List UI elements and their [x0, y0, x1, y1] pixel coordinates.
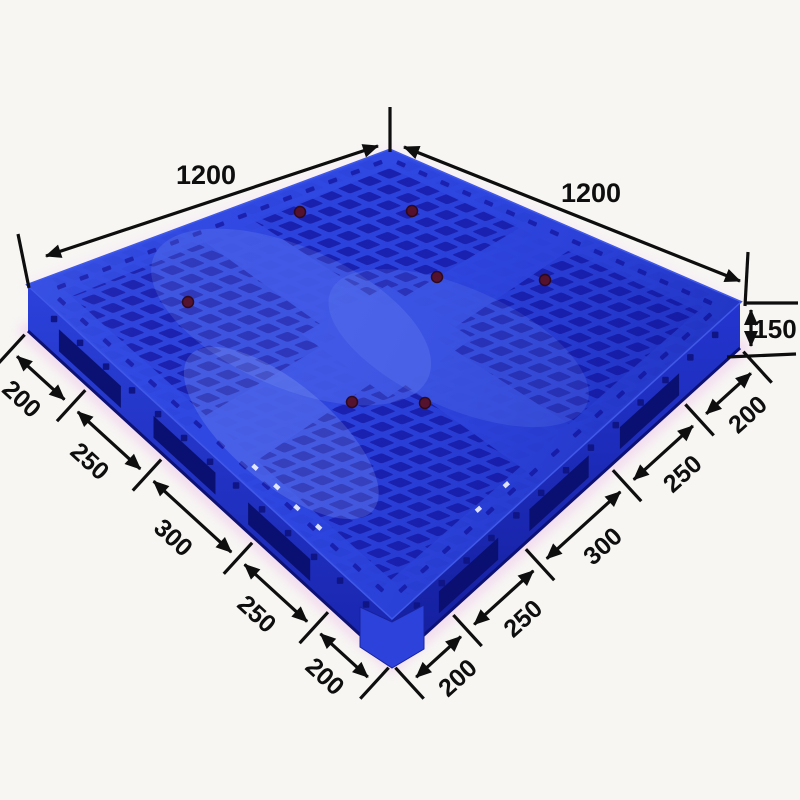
- dimension-tick: [55, 389, 87, 423]
- dimension-tick: [524, 548, 556, 582]
- dimension-arrow: [319, 632, 369, 679]
- wall-vent-hole: [310, 553, 318, 561]
- anti-slip-plug: [538, 273, 552, 287]
- wall-vent-hole: [562, 467, 570, 474]
- anti-slip-plug: [405, 204, 419, 218]
- wall-vent-hole: [336, 577, 344, 584]
- wall-vent-hole: [102, 363, 110, 370]
- wall-vent-hole: [612, 421, 620, 429]
- dimension-arrow: [473, 569, 535, 626]
- dimension-tick: [611, 469, 643, 503]
- wall-vent-hole: [154, 410, 162, 418]
- wall-vent-hole: [587, 444, 595, 451]
- dimension-tick: [742, 350, 773, 384]
- dim-label-height: 150: [753, 314, 796, 344]
- wall-vent-hole: [258, 506, 266, 513]
- wall-vent-hole: [488, 534, 495, 542]
- dimension-height: [726, 301, 798, 359]
- wall-vent-hole: [537, 489, 545, 497]
- fork-pocket: [248, 502, 311, 582]
- dimension-arrow: [243, 563, 309, 623]
- dim-label-top-right-length: 1200: [561, 178, 621, 208]
- dimension-arrow: [76, 410, 142, 471]
- wall-vent-hole: [711, 331, 719, 339]
- wall-vent-hole: [513, 512, 520, 519]
- dimension-labels: 1200 1200 150: [176, 160, 797, 344]
- wall-vent-hole: [284, 529, 292, 537]
- light-speck: [251, 463, 259, 471]
- wall-vent-hole: [206, 458, 214, 465]
- dimension-tick: [743, 251, 750, 307]
- deck-sheen: [328, 269, 589, 428]
- wall-vent-hole: [362, 601, 370, 608]
- dimension-tick: [452, 613, 483, 648]
- light-speck: [273, 483, 281, 491]
- light-speck: [474, 505, 483, 513]
- anti-slip-plug: [293, 205, 307, 219]
- dimension-arrow: [152, 479, 233, 554]
- wall-vent-hole: [76, 339, 84, 347]
- dimension-arrow: [45, 144, 379, 258]
- dimension-tick: [298, 611, 330, 645]
- fork-pocket: [438, 537, 499, 614]
- light-speck: [502, 481, 511, 489]
- wall-vent-hole: [463, 557, 470, 564]
- anti-slip-plug: [430, 270, 444, 284]
- dimension-tick: [16, 233, 31, 289]
- fork-pocket: [58, 329, 121, 408]
- dimension-tick: [131, 458, 163, 492]
- dimension-tick: [222, 541, 254, 575]
- deck-sheen: [151, 228, 432, 406]
- deck-sheen: [183, 346, 379, 520]
- wall-vent-hole: [50, 315, 58, 323]
- light-speck: [293, 503, 301, 512]
- dimension-arrow: [415, 635, 462, 679]
- dimension-tick: [394, 666, 425, 700]
- light-speck: [314, 523, 323, 531]
- wall-vent-hole: [128, 387, 136, 394]
- wall-vent-hole: [180, 434, 188, 442]
- dimension-arrow: [16, 355, 66, 401]
- dimension-arrow: [632, 424, 694, 481]
- anti-slip-plug: [418, 396, 432, 410]
- dimension-tick: [684, 403, 715, 437]
- wall-vent-hole: [637, 399, 644, 406]
- wall-vent-hole: [438, 579, 446, 587]
- dimension-top-left: [16, 107, 392, 289]
- dimension-top-right: [403, 145, 750, 307]
- dim-label-top-left-length: 1200: [176, 160, 236, 190]
- wall-vent-hole: [687, 354, 694, 361]
- wall-vent-hole: [662, 376, 669, 384]
- wall-vent-hole: [413, 602, 421, 609]
- dimension-arrow: [403, 145, 741, 283]
- dimension-arrow: [705, 372, 752, 416]
- dimension-arrow: [545, 490, 622, 560]
- dimension-tick: [0, 333, 26, 364]
- dimension-tick: [359, 666, 390, 700]
- anti-slip-plug: [181, 295, 195, 309]
- fork-pocket: [153, 415, 216, 495]
- dimension-extension: [726, 352, 797, 359]
- anti-slip-plug: [345, 395, 359, 409]
- wall-vent-hole: [232, 482, 240, 489]
